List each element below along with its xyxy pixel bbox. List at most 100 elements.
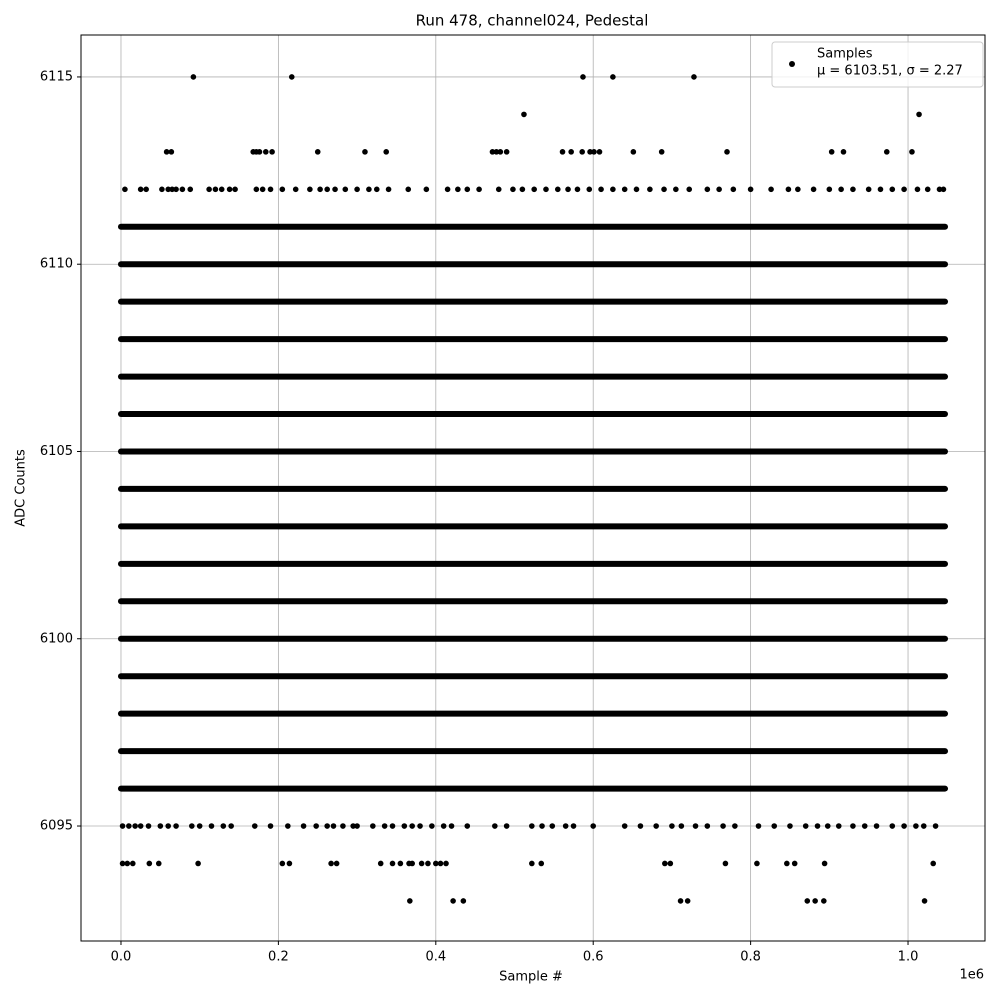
sample-point [189, 823, 195, 829]
legend-stats: μ = 6103.51, σ = 2.27 [817, 64, 963, 79]
y-tick-label: 6110 [40, 257, 73, 272]
sample-point [568, 149, 574, 155]
sample-point [877, 186, 884, 193]
sample-point [383, 149, 390, 155]
sample-point [835, 823, 842, 829]
sample-point [143, 186, 149, 193]
sample-point [450, 898, 456, 904]
sample-point [212, 186, 219, 193]
sample-point [124, 860, 131, 867]
sample-point [220, 823, 227, 829]
sample-point [377, 860, 384, 867]
sample-point [667, 860, 674, 867]
sample-point [333, 860, 340, 867]
sample-point [259, 186, 266, 193]
sample-point [768, 186, 774, 193]
sample-point [521, 111, 527, 118]
sample-point [432, 860, 439, 867]
sample-point [936, 186, 943, 193]
sample-point [146, 860, 153, 867]
sample-point [397, 860, 404, 867]
sample-point [126, 823, 132, 829]
sample-point [812, 898, 818, 904]
sample-point [653, 823, 659, 829]
sample-point [401, 823, 408, 829]
sample-point [658, 149, 665, 155]
sample-point [539, 823, 545, 829]
sample-point [889, 186, 896, 193]
y-tick-label: 6115 [40, 69, 73, 84]
sample-point [883, 149, 890, 155]
sample-point [730, 186, 737, 193]
y-tick-label: 6100 [40, 631, 73, 646]
sample-point [119, 860, 126, 867]
x-tick-label: 0.6 [583, 950, 604, 965]
sample-point [187, 186, 194, 193]
x-tick-label: 0.8 [740, 950, 761, 965]
sample-point [169, 186, 175, 193]
sample-point [795, 186, 801, 193]
sample-point [586, 186, 593, 193]
sample-point [423, 186, 430, 193]
sample-point [448, 823, 455, 829]
sample-point [366, 186, 372, 193]
sample-point [173, 823, 179, 829]
sample-point [317, 186, 323, 193]
sample-point [119, 823, 126, 829]
sample-point [724, 149, 730, 155]
sample-point [826, 186, 833, 193]
sample-point [307, 186, 313, 193]
sample-point [155, 860, 162, 867]
sample-point [407, 898, 413, 904]
sample-point [381, 823, 388, 829]
sample-point [785, 186, 792, 193]
sample-point [716, 186, 722, 193]
sample-point [389, 823, 396, 829]
sample-point [720, 823, 726, 829]
sample-point [529, 860, 535, 867]
sample-point [503, 149, 510, 155]
sample-point [232, 186, 238, 193]
sample-point [285, 823, 291, 829]
sample-point [354, 186, 360, 193]
sample-point [574, 186, 581, 193]
sample-point [429, 823, 435, 829]
sample-point [610, 186, 616, 193]
chart-title: Run 478, channel024, Pedestal [416, 12, 649, 30]
sample-point [286, 860, 293, 867]
y-axis-label: ADC Counts [14, 449, 29, 527]
sample-point [691, 74, 697, 80]
sample-point [787, 823, 793, 829]
sample-point [208, 823, 215, 829]
sample-point [228, 823, 234, 829]
sample-point [464, 823, 471, 829]
sample-point [495, 186, 502, 193]
sample-point [637, 823, 644, 829]
sample-point [633, 186, 640, 193]
sample-point [940, 186, 947, 193]
sample-point [630, 149, 637, 155]
sample-point [554, 186, 561, 193]
sample-point [932, 823, 939, 829]
sample-point [804, 898, 811, 904]
sample-point [814, 823, 821, 829]
sample-point [313, 823, 319, 829]
sample-point [262, 149, 269, 155]
sample-point [362, 149, 368, 155]
x-tick-label: 0.0 [111, 950, 132, 965]
sample-point [460, 898, 467, 904]
sample-point [580, 74, 586, 80]
sample-point [565, 186, 571, 193]
sample-point [370, 823, 376, 829]
sample-point [373, 186, 380, 193]
sample-point [251, 823, 258, 829]
sample-point [543, 186, 549, 193]
sample-point [873, 823, 880, 829]
sample-point [828, 149, 835, 155]
sample-point [930, 860, 937, 867]
sample-point [810, 186, 817, 193]
sample-point [598, 186, 604, 193]
sample-point [861, 823, 868, 829]
